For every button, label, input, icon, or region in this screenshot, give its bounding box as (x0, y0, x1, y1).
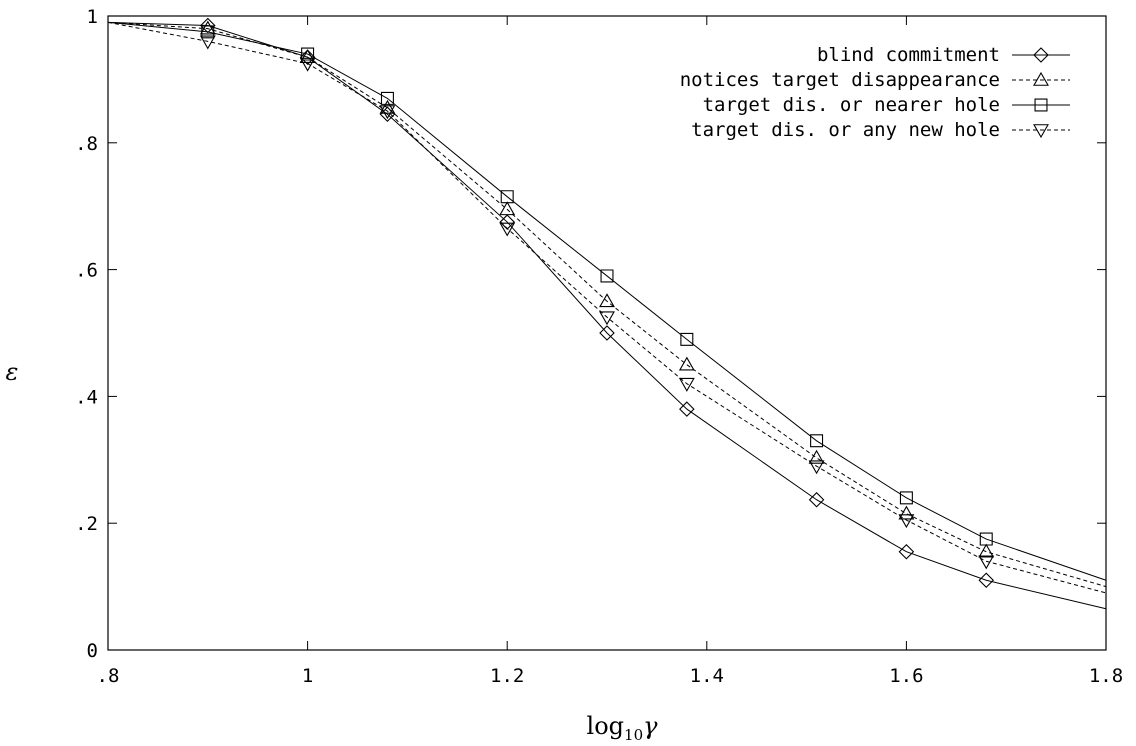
point-diamond (299, 49, 316, 65)
point-triangle-up (499, 201, 516, 216)
point-square (380, 91, 394, 105)
legend-label: target dis. or nearer hole (703, 94, 1000, 116)
point-square (1034, 98, 1048, 112)
x-tick-label: 1.4 (690, 665, 724, 687)
point-triangle-down (499, 222, 516, 237)
point-triangle-up (978, 543, 995, 558)
y-tick-label: 1 (87, 6, 98, 28)
legend-label: notices target disappearance (680, 69, 1000, 91)
legend-item: blind commitment (817, 44, 1070, 66)
series-4 (107, 21, 1107, 594)
point-square (979, 532, 993, 546)
point-diamond (978, 572, 995, 589)
point-triangle-down (379, 105, 396, 120)
point-diamond (200, 17, 216, 34)
legend-item: notices target disappearance (680, 69, 1070, 91)
x-tick-label: 1.6 (889, 665, 923, 687)
point-triangle-down (808, 460, 825, 475)
x-tick-label: .8 (97, 665, 120, 687)
point-triangle-up (1033, 71, 1049, 86)
point-triangle-up (808, 449, 825, 464)
point-triangle-up (199, 20, 216, 35)
legend-item: target dis. or any new hole (691, 119, 1070, 141)
x-tick-label: 1.8 (1089, 665, 1123, 687)
point-triangle-down (299, 57, 316, 72)
series-layer (107, 17, 1107, 610)
point-triangle-down (898, 514, 915, 529)
y-tick-label: .8 (75, 133, 98, 155)
plot-frame (107, 15, 1107, 651)
point-triangle-up (898, 505, 915, 520)
y-tick-label: .2 (75, 513, 98, 535)
legend-label: blind commitment (817, 44, 1000, 66)
series-2 (107, 20, 1107, 588)
series-line (107, 21, 1107, 588)
legend-item: target dis. or nearer hole (703, 94, 1070, 116)
point-square (899, 491, 913, 505)
point-triangle-down (199, 35, 216, 50)
point-triangle-up (599, 293, 615, 308)
legend-label: target dis. or any new hole (691, 119, 1000, 141)
y-tick-label: .4 (75, 386, 98, 408)
point-triangle-down (678, 377, 695, 392)
y-tick-label: .6 (75, 260, 98, 282)
series-3 (107, 21, 1107, 581)
point-triangle-down (1033, 124, 1049, 139)
point-diamond (898, 543, 915, 560)
point-triangle-up (678, 356, 695, 371)
point-square (680, 332, 694, 346)
point-triangle-up (379, 99, 396, 114)
point-diamond (599, 325, 615, 341)
x-axis-label-subscript: 10 (624, 726, 643, 744)
x-axis-label: log10γ (587, 712, 659, 744)
point-diamond (808, 491, 825, 508)
series-line (107, 21, 1107, 594)
x-tick-label: 1 (302, 665, 313, 687)
point-diamond (1033, 47, 1049, 63)
point-triangle-down (599, 311, 615, 326)
point-square (500, 190, 514, 204)
x-axis-label-base: log (587, 712, 625, 740)
y-tick-label: 0 (87, 640, 98, 662)
point-square (600, 269, 614, 283)
point-triangle-down (978, 555, 995, 570)
y-axis-label: ε (6, 358, 19, 386)
x-axis-label-symbol: γ (643, 712, 658, 740)
x-tick-label: 1.2 (490, 665, 524, 687)
axes: .8 1 1.2 1.4 1.6 1.8 0 .2 .4 .6 .8 1 (75, 6, 1123, 687)
series-line (107, 21, 1107, 581)
point-square (810, 434, 824, 448)
legend: blind commitment notices target disappear… (680, 44, 1070, 141)
point-diamond (679, 401, 695, 417)
